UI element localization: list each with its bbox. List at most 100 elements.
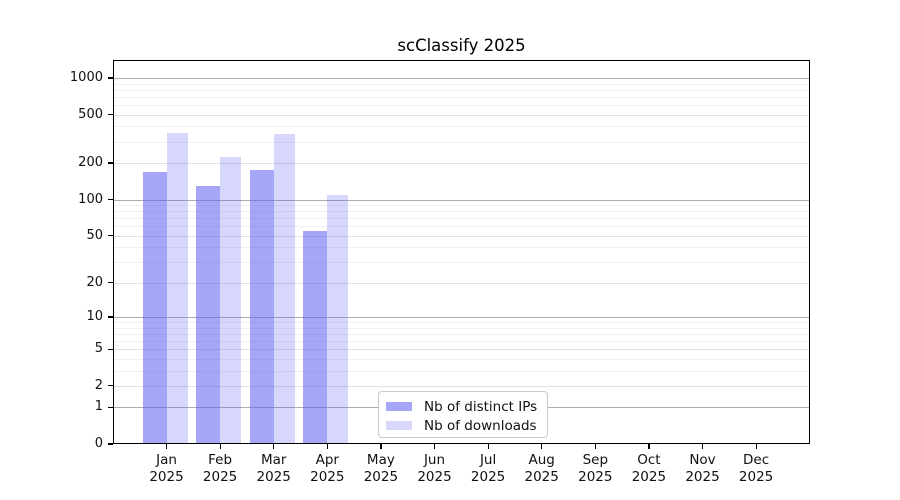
x-tick-mar [273, 444, 275, 449]
x-tick-jul [487, 444, 489, 449]
y-tick-label: 500 [78, 106, 103, 122]
minor-gridline [113, 322, 810, 323]
y-tick-20 [108, 282, 113, 284]
y-tick-label: 5 [94, 341, 103, 357]
y-tick-5 [108, 348, 113, 350]
x-tick-aug [541, 444, 543, 449]
x-tick-nov [701, 444, 704, 449]
x-tick-may [380, 444, 382, 449]
x-label-year: 2025 [738, 468, 774, 485]
legend-swatch-distinct-ips [386, 402, 412, 411]
x-label-month: Sep [582, 452, 609, 468]
minor-gridline [113, 218, 810, 220]
x-tick-label: Jun 2025 [407, 452, 463, 485]
minor-gridline [113, 358, 810, 360]
minor-gridline [113, 340, 810, 342]
bar-downloads-mar [273, 133, 295, 444]
x-tick-label: Jul 2025 [460, 452, 516, 485]
x-label-year: 2025 [578, 468, 613, 485]
minor-gridline [113, 205, 810, 206]
gridline-2 [113, 385, 810, 387]
gridline-100 [113, 199, 810, 201]
y-tick-100 [108, 198, 113, 201]
y-tick-label: 10 [86, 309, 103, 324]
y-tick-label: 2 [94, 377, 103, 393]
minor-gridline [113, 327, 810, 329]
x-tick-label: Apr 2025 [299, 452, 355, 485]
x-label-month: Jun [423, 452, 446, 468]
legend: Nb of distinct IPs Nb of downloads [378, 391, 548, 438]
x-label-month: Apr [315, 452, 339, 468]
minor-gridline [113, 370, 810, 372]
x-tick-label: Sep 2025 [567, 452, 623, 485]
x-tick-label: Aug 2025 [514, 452, 570, 485]
x-tick-label: Jan 2025 [139, 452, 195, 485]
x-label-month: Feb [208, 452, 233, 468]
legend-label: Nb of downloads [424, 417, 537, 434]
x-label-year: 2025 [417, 468, 452, 485]
x-tick-label: Oct 2025 [621, 452, 677, 485]
x-tick-label: Mar 2025 [246, 452, 302, 485]
bar-distinct-ips-jan [142, 171, 167, 444]
gridline-5 [113, 349, 810, 351]
x-label-year: 2025 [202, 468, 238, 485]
x-label-year: 2025 [363, 468, 399, 485]
gridline-200 [113, 163, 810, 164]
x-label-year: 2025 [524, 468, 559, 485]
gridline-20 [113, 282, 810, 284]
y-tick-label: 20 [86, 274, 103, 290]
x-tick-feb [219, 444, 221, 449]
gridline-500 [113, 114, 810, 116]
minor-gridline [113, 247, 810, 249]
minor-gridline [113, 89, 810, 91]
gridline-1000 [113, 77, 810, 79]
x-tick-label: Dec 2025 [728, 452, 784, 485]
x-tick-label: Feb 2025 [192, 452, 248, 485]
x-tick-oct [648, 444, 650, 449]
minor-gridline [113, 126, 810, 128]
legend-swatch-downloads [386, 421, 412, 430]
x-tick-jan [165, 444, 168, 449]
legend-item-downloads: Nb of downloads [379, 416, 547, 435]
y-tick-2 [108, 385, 113, 387]
y-tick-200 [108, 162, 113, 164]
x-tick-apr [326, 444, 328, 449]
legend-label: Nb of distinct IPs [424, 398, 538, 415]
y-tick-500 [108, 114, 113, 116]
x-label-month: Oct [637, 452, 661, 468]
x-tick-dec [755, 444, 757, 449]
bar-distinct-ips-mar [249, 170, 274, 444]
x-label-month: Dec [743, 452, 770, 468]
y-tick-1000 [108, 77, 113, 79]
y-tick-label: 100 [78, 191, 103, 207]
y-tick-label: 200 [78, 155, 103, 170]
x-label-year: 2025 [631, 468, 667, 485]
y-tick-10 [108, 316, 113, 318]
x-label-year: 2025 [470, 468, 506, 485]
x-label-month: Jul [479, 452, 497, 468]
minor-gridline [113, 83, 810, 85]
y-tick-label: 1 [94, 399, 103, 415]
minor-gridline [113, 105, 810, 106]
minor-gridline [113, 96, 810, 98]
x-label-month: Jan [156, 452, 177, 468]
x-label-month: May [366, 452, 395, 468]
x-tick-label: Nov 2025 [675, 452, 731, 485]
y-tick-50 [108, 235, 113, 237]
plot-area [113, 60, 810, 444]
x-label-year: 2025 [256, 468, 291, 485]
x-label-month: Aug [528, 452, 555, 468]
y-tick-label: 50 [86, 227, 103, 243]
minor-gridline [113, 262, 810, 264]
gridline-10 [113, 317, 810, 318]
x-tick-jun [433, 444, 436, 449]
x-label-year: 2025 [685, 468, 720, 485]
minor-gridline [113, 333, 810, 335]
minor-gridline [113, 226, 810, 228]
bar-downloads-feb [220, 156, 242, 444]
x-label-month: Nov [689, 452, 716, 468]
bar-distinct-ips-apr [303, 230, 328, 444]
x-tick-sep [594, 444, 596, 449]
y-tick-1 [108, 406, 113, 408]
